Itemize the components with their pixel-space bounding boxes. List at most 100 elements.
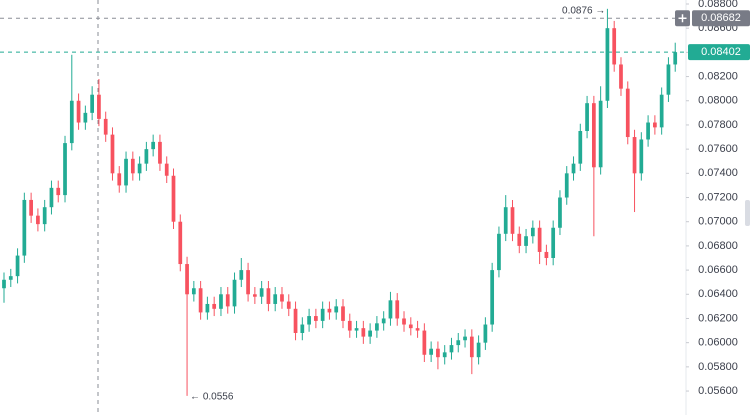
candle-body xyxy=(198,288,203,313)
candle-body xyxy=(639,139,644,174)
candle-body xyxy=(171,175,176,222)
candle-body xyxy=(578,130,583,164)
y-tick-label: 0.05600 xyxy=(698,385,738,397)
candle-body xyxy=(463,336,467,341)
candle-body xyxy=(422,330,427,355)
candle-body xyxy=(375,323,379,331)
y-tick-label: 0.07400 xyxy=(698,167,738,179)
candle-body xyxy=(97,94,101,119)
candle-body xyxy=(286,301,291,309)
candle-body xyxy=(354,328,359,331)
candle-body xyxy=(137,163,142,174)
candle-body xyxy=(503,207,508,234)
candle-body xyxy=(341,306,345,321)
candle-body xyxy=(619,64,623,89)
candle-body xyxy=(225,294,230,307)
candle-body xyxy=(219,294,223,309)
candle-body xyxy=(293,308,298,333)
candle-body xyxy=(239,270,244,280)
candle-body xyxy=(103,118,108,135)
candle-body xyxy=(69,100,74,144)
y-tick-label: 0.06400 xyxy=(698,288,738,300)
candle-body xyxy=(178,221,183,265)
y-tick-label: 0.07000 xyxy=(698,216,738,228)
candle-body xyxy=(571,163,576,174)
candle-body xyxy=(151,141,156,150)
y-tick-label: 0.06800 xyxy=(698,240,738,252)
candle-body xyxy=(673,52,678,65)
candle-body xyxy=(605,28,610,101)
y-tick-label: 0.06000 xyxy=(698,337,738,349)
candle-body xyxy=(408,324,413,329)
candle-body xyxy=(124,158,128,186)
candle-body xyxy=(537,227,542,252)
candle-body xyxy=(564,173,569,198)
candle-body xyxy=(36,215,40,225)
low-annotation: ← 0.0556 xyxy=(190,392,234,403)
candle-body xyxy=(280,294,284,302)
candle-body xyxy=(158,141,162,164)
candle-body xyxy=(469,336,474,358)
candle-body xyxy=(327,308,332,313)
y-tick-label: 0.08800 xyxy=(698,0,738,10)
candle-body xyxy=(530,227,535,237)
candle-body xyxy=(368,330,372,337)
candle-body xyxy=(266,288,271,304)
candle-body xyxy=(185,264,189,295)
candle-body xyxy=(490,270,495,325)
candle-body xyxy=(449,345,454,353)
candle-body xyxy=(591,103,596,168)
crosshair-label-bg xyxy=(692,10,750,27)
candle-body xyxy=(117,173,122,186)
candle-body xyxy=(517,233,522,246)
candle-body xyxy=(402,318,406,325)
candle-body xyxy=(259,288,264,297)
candle-body xyxy=(49,187,54,208)
y-tick-label: 0.06600 xyxy=(698,264,738,276)
candle-body xyxy=(63,143,67,196)
candle-body xyxy=(164,163,169,176)
candle-body xyxy=(612,28,617,65)
candle-body xyxy=(232,279,237,307)
candle-body xyxy=(83,112,88,123)
candle-body xyxy=(510,207,515,234)
candle-body xyxy=(497,233,501,271)
scroll-handle[interactable] xyxy=(745,200,750,226)
candle-body xyxy=(314,316,318,321)
candle-body xyxy=(361,328,366,337)
candle-body xyxy=(334,306,339,313)
candle-body xyxy=(22,199,27,256)
last-price-label-bg xyxy=(688,44,750,61)
candle-body xyxy=(8,276,13,280)
candle-body xyxy=(436,348,440,358)
candle-body xyxy=(246,270,250,295)
candle-body xyxy=(415,328,420,331)
y-tick-label: 0.07600 xyxy=(698,143,738,155)
candle-body xyxy=(666,64,671,95)
candle-body xyxy=(347,320,352,331)
candle-body xyxy=(442,352,447,358)
candle-body xyxy=(205,303,210,313)
candle-body xyxy=(300,324,305,333)
candle-body xyxy=(653,122,657,128)
candle-body xyxy=(476,342,481,358)
candle-body xyxy=(252,294,257,297)
candle-body xyxy=(659,94,664,128)
crosshair-label: 0.08682 xyxy=(701,12,741,24)
candle-body xyxy=(585,103,589,131)
candle-body xyxy=(76,100,81,123)
y-tick-label: 0.07200 xyxy=(698,191,738,203)
candle-body xyxy=(307,316,311,325)
y-tick-label: 0.07800 xyxy=(698,119,738,131)
candle-body xyxy=(395,300,400,319)
candle-body xyxy=(625,88,630,138)
candle-body xyxy=(483,324,488,343)
candle-body xyxy=(15,255,20,277)
y-tick-label: 0.06200 xyxy=(698,312,738,324)
candle-body xyxy=(273,294,278,304)
candle-body xyxy=(558,197,562,228)
candle-body xyxy=(29,199,33,216)
y-tick-label: 0.08200 xyxy=(698,70,738,82)
